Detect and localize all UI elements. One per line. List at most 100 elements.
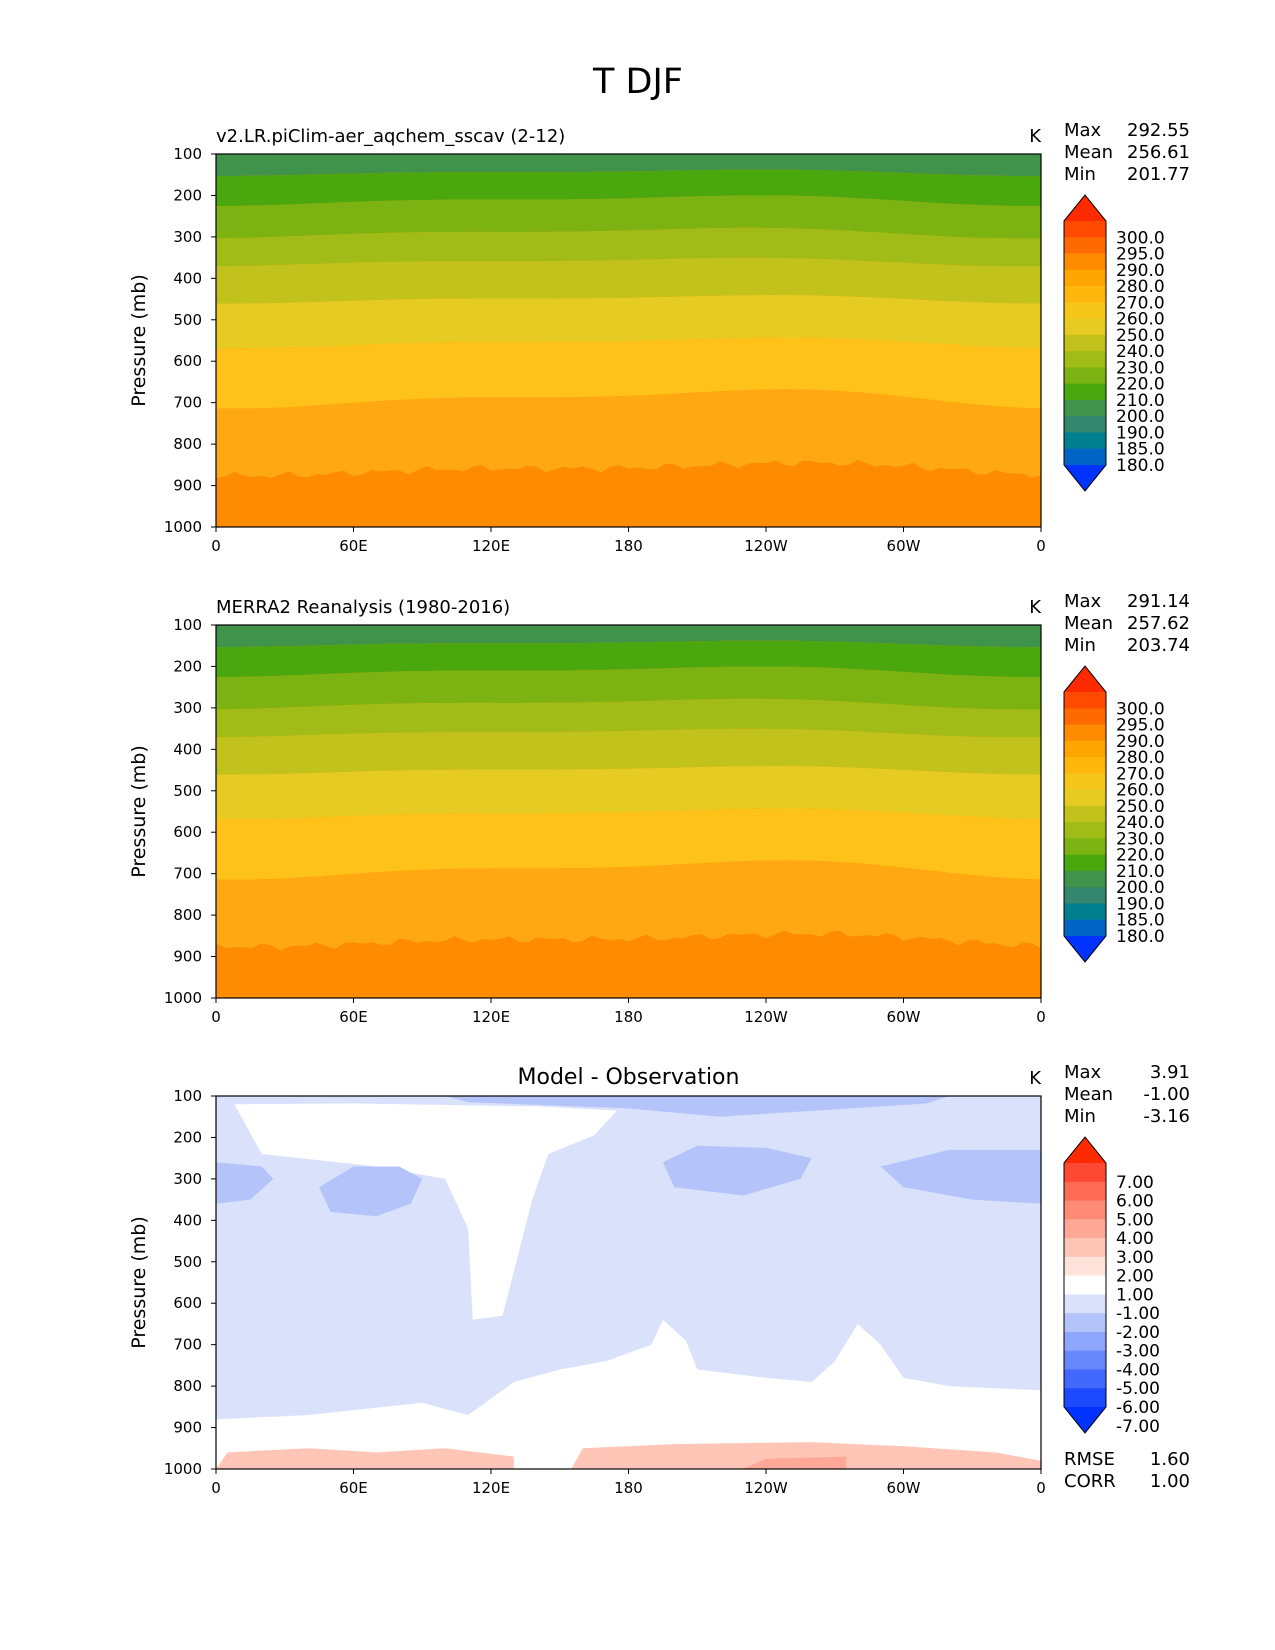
x-tick-label: 120W <box>744 1008 788 1026</box>
stat-label: Mean <box>1064 142 1113 163</box>
y-tick-label: 600 <box>173 1294 202 1312</box>
colorbar-tick-label: 230.0 <box>1116 829 1165 849</box>
y-tick-label: 800 <box>173 1377 202 1395</box>
stat-label: Mean <box>1064 613 1113 634</box>
colorbar-tick-label: 280.0 <box>1116 748 1165 768</box>
colorbar-segment <box>1064 1331 1106 1352</box>
diff-blue-lobe-4 <box>880 1149 1041 1204</box>
plot-area <box>216 1096 1041 1469</box>
stat-label: Max <box>1064 120 1102 141</box>
colorbar-segment <box>1064 1256 1106 1277</box>
colorbar-segment <box>1064 903 1106 921</box>
colorbar-segment <box>1064 822 1106 839</box>
stat-value: 203.74 <box>1127 635 1190 656</box>
colorbar-segment <box>1064 789 1106 807</box>
colorbar-tick-label: 290.0 <box>1116 261 1165 281</box>
colorbar-outline <box>1063 1136 1107 1434</box>
figure-title: T DJF <box>592 62 683 102</box>
stat-label: Max <box>1064 1062 1102 1083</box>
colorbar-segment <box>1064 838 1106 856</box>
y-tick-label: 800 <box>173 906 202 924</box>
y-tick-label: 400 <box>173 1211 202 1229</box>
colorbar-segment <box>1064 253 1106 271</box>
units-label: K <box>1029 597 1042 618</box>
y-tick-label: 300 <box>173 1170 202 1188</box>
contour-band-250-260 <box>216 766 1041 820</box>
panel-2: MERRA2 Reanalysis (1980-2016) K 100 200 300 4… <box>128 591 1190 1026</box>
y-tick-label: 400 <box>173 269 202 287</box>
colorbar-tick-label: 260.0 <box>1116 781 1165 801</box>
x-tick-label: 180 <box>614 537 643 555</box>
contour-band-260-270 <box>216 808 1041 880</box>
colorbar-tick-label: 7.00 <box>1116 1173 1154 1193</box>
y-tick-label: 700 <box>173 865 202 883</box>
colorbar-tick-label: 185.0 <box>1116 440 1165 460</box>
y-tick-label: 600 <box>173 823 202 841</box>
colorbar-segment <box>1064 432 1106 450</box>
stat-value: -3.16 <box>1143 1106 1190 1127</box>
stat-value: 292.55 <box>1127 120 1190 141</box>
colorbar-segment <box>1064 302 1106 320</box>
colorbar-tick-label: 295.0 <box>1116 716 1165 736</box>
colorbar-tick-label: -3.00 <box>1116 1342 1160 1362</box>
y-tick-label: 100 <box>173 1087 202 1105</box>
y-tick-label: 900 <box>173 948 202 966</box>
stat-value: 1.60 <box>1150 1449 1190 1470</box>
x-tick-label: 60E <box>339 537 368 555</box>
y-tick-label: 400 <box>173 740 202 758</box>
panel-title: v2.LR.piClim-aer_aqchem_sscav (2-12) <box>216 126 565 147</box>
contour-band-200-210 <box>216 625 1041 648</box>
stat-value: 257.62 <box>1127 613 1190 634</box>
y-tick-label: 1000 <box>164 1460 202 1478</box>
diff-pink-west <box>216 1448 514 1469</box>
stat-value: 201.77 <box>1127 164 1190 185</box>
colorbar-segment <box>1064 416 1106 433</box>
colorbar-tick-label: 220.0 <box>1116 375 1165 395</box>
x-tick-label: 0 <box>211 537 221 555</box>
diff-white-lower <box>216 1319 1041 1469</box>
y-tick-label: 700 <box>173 394 202 412</box>
colorbar-segment <box>1064 757 1106 774</box>
colorbar-segment <box>1064 1350 1106 1370</box>
colorbar-outline <box>1063 665 1107 963</box>
y-axis-label: Pressure (mb) <box>128 745 150 878</box>
diff-white-upper <box>234 1103 618 1320</box>
colorbar-tick-label: 270.0 <box>1116 293 1165 313</box>
y-tick-label: 1000 <box>164 518 202 536</box>
contour-band-200-210 <box>216 154 1041 177</box>
colorbar-segment <box>1064 1181 1106 1202</box>
colorbar-outline <box>1063 194 1107 492</box>
colorbar-tick-label: -2.00 <box>1116 1323 1160 1343</box>
colorbar-tick-label: 190.0 <box>1116 894 1165 914</box>
x-tick-label: 120E <box>472 1008 510 1026</box>
colorbar-tick-label: -7.00 <box>1116 1417 1160 1437</box>
x-tick-label: 60E <box>339 1008 368 1026</box>
colorbar-tick-label: 185.0 <box>1116 911 1165 931</box>
colorbar-tick-label: 250.0 <box>1116 797 1165 817</box>
colorbar-tick-label: 3.00 <box>1116 1248 1154 1268</box>
colorbar-segment <box>1064 708 1106 726</box>
units-label: K <box>1029 126 1042 147</box>
colorbar-tick-label: 270.0 <box>1116 764 1165 784</box>
stat-value: -1.00 <box>1143 1084 1190 1105</box>
colorbar-tick-label: -6.00 <box>1116 1398 1160 1418</box>
colorbar-top-arrow <box>1064 1137 1106 1163</box>
contour-band-230-240 <box>216 227 1041 267</box>
y-tick-label: 200 <box>173 186 202 204</box>
contour-band-240-250 <box>216 728 1041 775</box>
panel-3: Model - Observation K 100 200 300 400 500 600 70… <box>128 1062 1190 1497</box>
contour-band-270-280 <box>216 860 1041 951</box>
panel-1: v2.LR.piClim-aer_aqchem_sscav (2-12) K 100… <box>128 120 1190 555</box>
contour-band-260-270 <box>216 337 1041 409</box>
colorbar-segment <box>1064 237 1106 255</box>
colorbar-tick-label: -1.00 <box>1116 1304 1160 1324</box>
colorbar-tick-label: 295.0 <box>1116 245 1165 265</box>
y-tick-label: 700 <box>173 1336 202 1354</box>
x-tick-label: 60W <box>887 537 921 555</box>
x-tick-label: 60W <box>887 1008 921 1026</box>
colorbar-tick-label: 210.0 <box>1116 391 1165 411</box>
diff-blue-lobe-3 <box>662 1145 812 1196</box>
x-tick-label: 0 <box>1036 537 1046 555</box>
colorbar-segment <box>1064 286 1106 303</box>
diff-blue-lobe-1 <box>216 1162 274 1204</box>
